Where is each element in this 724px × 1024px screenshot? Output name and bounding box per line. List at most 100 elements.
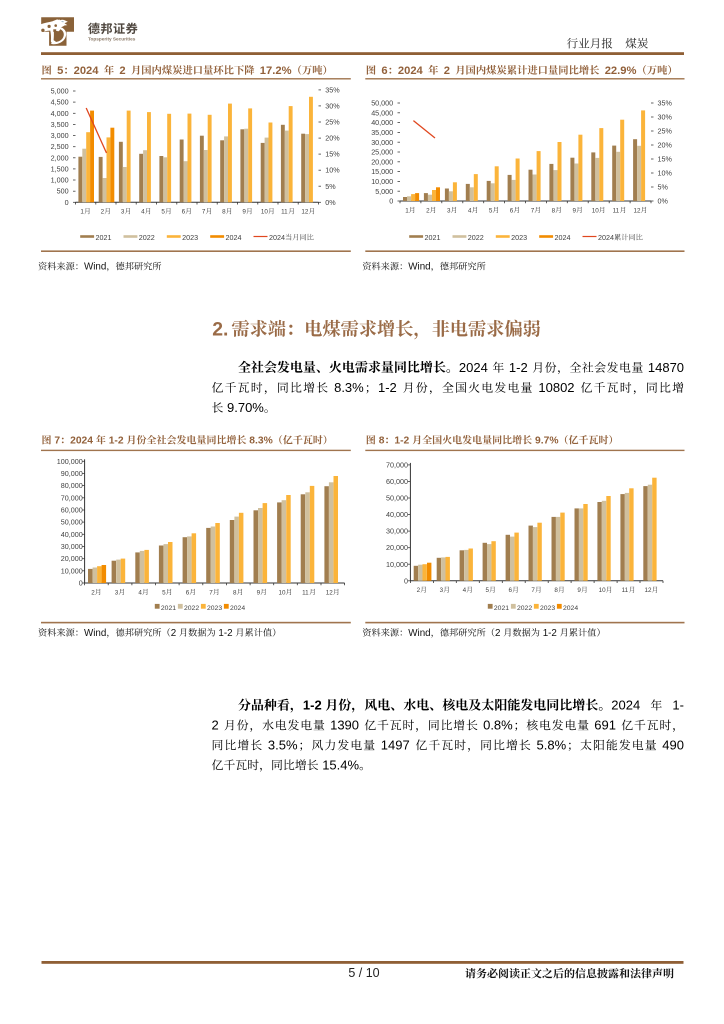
- svg-text:30%: 30%: [325, 102, 340, 111]
- svg-text:2024: 2024: [459, 360, 488, 375]
- svg-text:0%: 0%: [325, 198, 336, 207]
- svg-text:0: 0: [404, 576, 408, 585]
- svg-text:1-2: 1-2: [378, 380, 397, 395]
- svg-text:17.2%: 17.2%: [260, 65, 292, 77]
- svg-text:0.8%: 0.8%: [483, 718, 513, 733]
- svg-text:50,000: 50,000: [61, 518, 83, 527]
- svg-text:/: /: [359, 966, 363, 980]
- svg-text:2: 2: [444, 65, 450, 77]
- svg-text:6: 6: [381, 65, 387, 77]
- svg-text:4: 4: [468, 207, 472, 214]
- svg-text:490: 490: [662, 737, 684, 752]
- svg-text:12: 12: [634, 207, 642, 214]
- svg-text:Wind: Wind: [408, 628, 430, 639]
- svg-text:9.7%: 9.7%: [535, 436, 558, 447]
- svg-text:2: 2: [426, 207, 430, 214]
- svg-text:5,000: 5,000: [51, 87, 69, 96]
- svg-text:2: 2: [495, 628, 500, 639]
- svg-text:1-2: 1-2: [218, 628, 232, 639]
- svg-text:1,000: 1,000: [51, 176, 69, 185]
- svg-text:100,000: 100,000: [57, 457, 83, 466]
- svg-text:10: 10: [279, 589, 287, 596]
- svg-text:70,000: 70,000: [61, 493, 83, 502]
- svg-text:691: 691: [594, 718, 616, 733]
- svg-text:10%: 10%: [325, 166, 340, 175]
- svg-text:20%: 20%: [325, 134, 340, 143]
- svg-text:12: 12: [301, 209, 309, 216]
- svg-text:2022: 2022: [139, 233, 155, 242]
- svg-text:7: 7: [202, 209, 206, 216]
- svg-text:8: 8: [554, 587, 558, 594]
- svg-text:60,000: 60,000: [61, 506, 83, 515]
- svg-text:6: 6: [510, 207, 514, 214]
- svg-text:1497: 1497: [381, 737, 410, 752]
- svg-text:2: 2: [119, 65, 125, 77]
- svg-text:500: 500: [57, 187, 69, 196]
- svg-text:2023: 2023: [182, 233, 198, 242]
- svg-text:2021: 2021: [161, 605, 176, 612]
- svg-text:1: 1: [405, 207, 409, 214]
- svg-text:6: 6: [509, 587, 513, 594]
- svg-text:2: 2: [101, 209, 105, 216]
- svg-text:7: 7: [54, 436, 60, 447]
- svg-text:12: 12: [645, 587, 653, 594]
- svg-text:2024: 2024: [230, 605, 245, 612]
- svg-text:2024: 2024: [398, 65, 424, 77]
- svg-text:2024: 2024: [74, 65, 100, 77]
- svg-text:5: 5: [348, 966, 355, 980]
- svg-text:30,000: 30,000: [371, 138, 393, 147]
- svg-text:4: 4: [463, 587, 467, 594]
- svg-text:9.70%: 9.70%: [227, 400, 264, 415]
- svg-text:2: 2: [91, 589, 95, 596]
- svg-text:20,000: 20,000: [386, 543, 408, 552]
- svg-text:3: 3: [115, 589, 119, 596]
- svg-text:2022: 2022: [517, 605, 532, 612]
- svg-text:30,000: 30,000: [386, 527, 408, 536]
- svg-text:8: 8: [379, 436, 385, 447]
- svg-text:45,000: 45,000: [371, 108, 393, 117]
- svg-text:1-: 1-: [672, 698, 684, 713]
- svg-text:10: 10: [599, 587, 607, 594]
- svg-text:10: 10: [366, 966, 380, 980]
- svg-text:8: 8: [552, 207, 556, 214]
- svg-text:2021: 2021: [494, 605, 509, 612]
- svg-text:5: 5: [57, 65, 63, 77]
- svg-text:Wind: Wind: [84, 628, 106, 639]
- svg-text:2023: 2023: [540, 605, 555, 612]
- svg-text:2024: 2024: [563, 605, 578, 612]
- svg-text:3: 3: [447, 207, 451, 214]
- svg-text:10,000: 10,000: [61, 566, 83, 575]
- svg-text:0: 0: [65, 198, 69, 207]
- svg-text:40,000: 40,000: [371, 118, 393, 127]
- svg-text:8.3%: 8.3%: [249, 436, 272, 447]
- svg-text:50,000: 50,000: [386, 494, 408, 503]
- svg-text:25%: 25%: [325, 118, 340, 127]
- svg-text:11: 11: [302, 589, 309, 596]
- svg-text:4,500: 4,500: [51, 98, 69, 107]
- svg-text:10: 10: [592, 207, 600, 214]
- svg-text:10,000: 10,000: [386, 560, 408, 569]
- svg-text:2024: 2024: [269, 233, 285, 242]
- svg-text:8.3%: 8.3%: [334, 380, 364, 395]
- svg-text:11: 11: [281, 209, 288, 216]
- svg-text:9: 9: [577, 587, 581, 594]
- svg-text:2024: 2024: [598, 233, 614, 242]
- svg-text:20%: 20%: [658, 141, 673, 150]
- svg-text:10,000: 10,000: [371, 177, 393, 186]
- svg-text:4: 4: [141, 209, 145, 216]
- svg-text:2024: 2024: [611, 698, 640, 713]
- svg-text:12: 12: [326, 589, 334, 596]
- svg-text:4,000: 4,000: [51, 109, 69, 118]
- svg-text:1-2: 1-2: [394, 436, 409, 447]
- svg-text:2023: 2023: [207, 605, 222, 612]
- svg-text:5: 5: [486, 587, 490, 594]
- svg-text:10: 10: [261, 209, 269, 216]
- svg-text:8: 8: [222, 209, 226, 216]
- svg-text:1-2: 1-2: [303, 698, 322, 713]
- svg-text:6: 6: [186, 589, 190, 596]
- svg-text:1-2: 1-2: [543, 628, 557, 639]
- svg-text:15,000: 15,000: [371, 167, 393, 176]
- svg-text:25,000: 25,000: [371, 148, 393, 157]
- svg-text:15%: 15%: [325, 150, 340, 159]
- svg-text:Wind: Wind: [84, 262, 106, 273]
